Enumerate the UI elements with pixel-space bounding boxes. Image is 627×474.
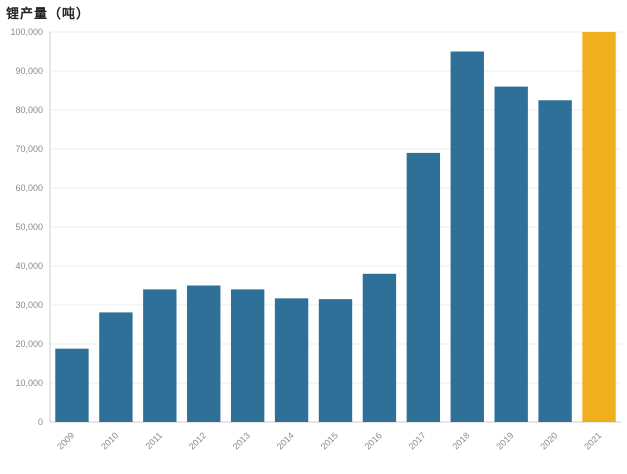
y-tick-label: 90,000 — [15, 66, 43, 76]
y-tick-label: 0 — [38, 417, 43, 427]
bar-2015 — [318, 299, 353, 422]
x-tick-label: 2019 — [494, 430, 515, 451]
y-tick-label: 60,000 — [15, 183, 43, 193]
x-tick-label: 2021 — [582, 430, 603, 451]
y-tick-label: 100,000 — [10, 27, 43, 37]
x-tick-label: 2009 — [55, 430, 76, 451]
bars — [55, 32, 616, 422]
chart-title: 锂产量（吨） — [6, 7, 91, 22]
x-tick-label: 2014 — [275, 430, 296, 451]
bar-2009 — [55, 348, 89, 422]
x-tick-label: 2016 — [363, 430, 384, 451]
x-axis-ticks: 2009 2010 2011 2012 2013 2014 2015 2016 2017 2018… — [55, 430, 603, 451]
y-tick-label: 20,000 — [15, 339, 43, 349]
y-tick-label: 80,000 — [15, 105, 43, 115]
y-tick-label: 10,000 — [15, 378, 43, 388]
bar-2017 — [406, 152, 441, 422]
bar-2011 — [143, 289, 177, 422]
bar-2018 — [450, 51, 484, 422]
x-tick-label: 2013 — [231, 430, 252, 451]
y-tick-label: 40,000 — [15, 261, 43, 271]
x-tick-label: 2012 — [187, 430, 208, 451]
bar-2014 — [274, 298, 309, 422]
x-tick-label: 2017 — [407, 430, 428, 451]
bar-2019 — [494, 86, 528, 422]
y-tick-label: 50,000 — [15, 222, 43, 232]
bar-2020 — [538, 100, 572, 422]
x-tick-label: 2015 — [319, 430, 340, 451]
y-tick-label: 30,000 — [15, 300, 43, 310]
x-tick-label: 2018 — [450, 430, 471, 451]
y-tick-label: 70,000 — [15, 144, 43, 154]
x-tick-label: 2010 — [99, 430, 120, 451]
bar-2016 — [362, 273, 397, 422]
bar-2010 — [99, 312, 133, 422]
y-axis-ticks: 0 10,000 20,000 30,000 40,000 50,000 60,000 70,… — [10, 27, 43, 427]
bar-2013 — [230, 289, 265, 422]
bar-2012 — [187, 285, 221, 422]
x-tick-label: 2020 — [538, 430, 559, 451]
bar-2021 — [582, 32, 616, 422]
x-tick-label: 2011 — [143, 430, 164, 451]
